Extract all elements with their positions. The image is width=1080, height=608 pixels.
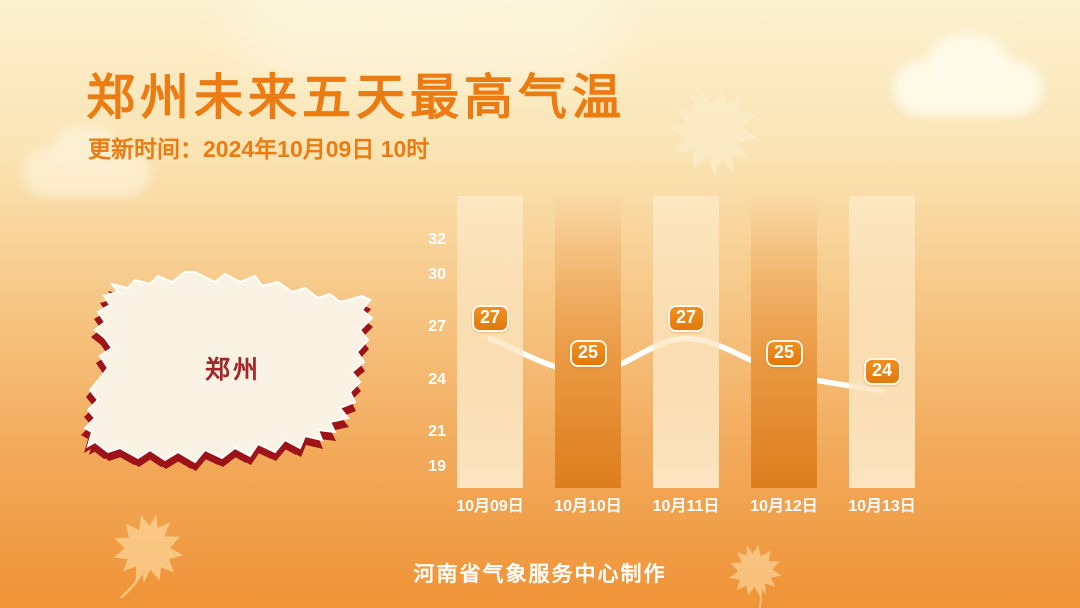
page-title: 郑州未来五天最高气温 (86, 71, 627, 125)
y-axis-tick: 24 (428, 370, 446, 388)
maple-leaf-icon (729, 545, 782, 608)
chart-column (849, 196, 915, 488)
cloud-icon (22, 124, 150, 198)
y-axis-tick: 21 (428, 423, 446, 441)
y-axis-tick: 30 (428, 265, 446, 283)
data-label-badge: 25 (569, 340, 607, 368)
x-axis-label: 10月10日 (554, 498, 622, 515)
x-axis-label: 10月13日 (848, 498, 916, 515)
cloud-icon (240, 0, 620, 82)
x-axis-label: 10月12日 (750, 498, 818, 515)
data-label-badge: 24 (863, 357, 901, 385)
data-label-badge: 27 (667, 305, 705, 333)
update-time: 更新时间：2024年10月09日 10时 (88, 136, 430, 162)
credit-text: 河南省气象服务中心制作 (413, 563, 667, 586)
chart-column (653, 196, 719, 488)
chart-column (457, 196, 523, 488)
maple-leaf-icon (669, 59, 758, 175)
y-axis-tick: 27 (428, 318, 446, 336)
data-label-badge: 27 (471, 305, 509, 333)
map-city-label: 郑州 (204, 356, 261, 384)
y-axis-tick: 19 (428, 458, 446, 475)
maple-leaf-icon (113, 514, 183, 599)
x-axis-label: 10月11日 (652, 498, 720, 515)
y-axis-tick: 32 (428, 231, 446, 249)
cloud-icon (893, 33, 1043, 116)
x-axis-label: 10月09日 (456, 498, 524, 515)
data-label-badge: 25 (765, 340, 803, 368)
